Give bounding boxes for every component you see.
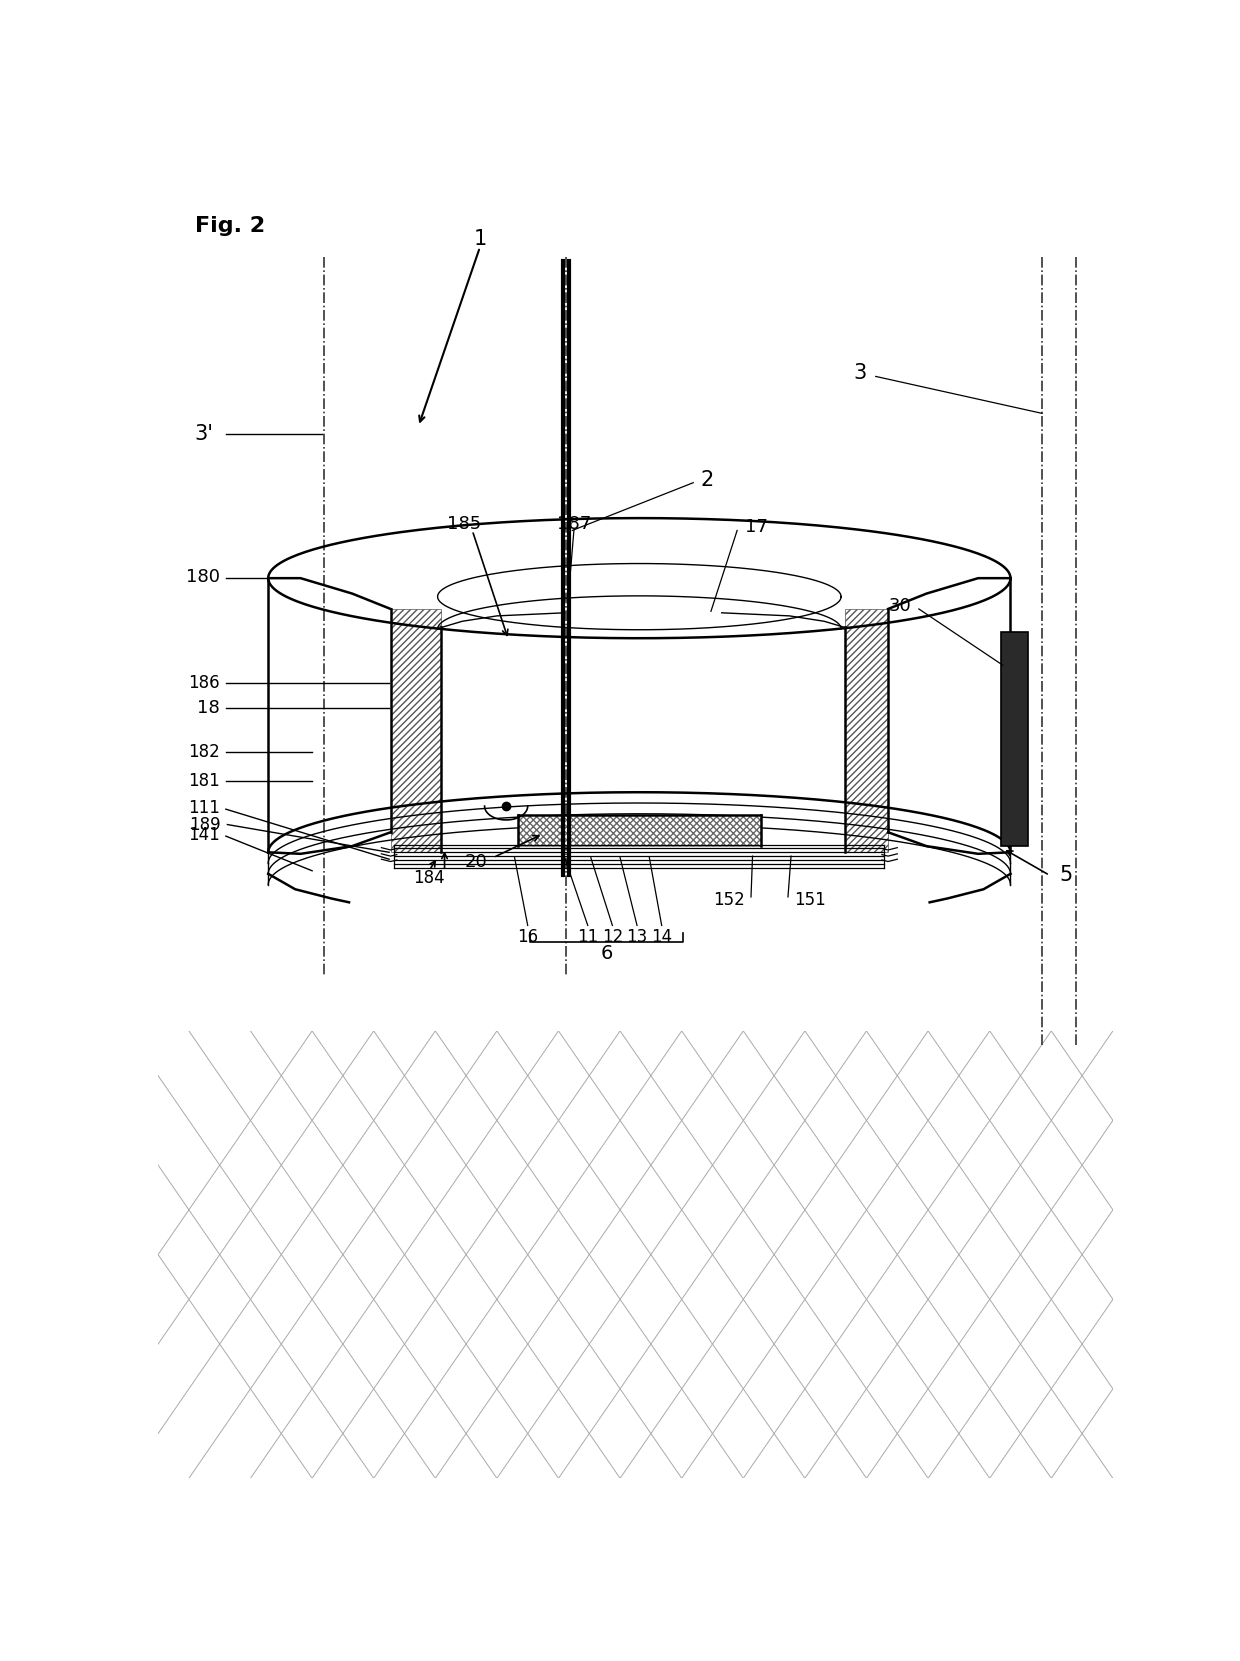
Text: 187: 187	[557, 515, 591, 533]
Text: 3': 3'	[195, 424, 213, 443]
Polygon shape	[391, 610, 441, 852]
Text: 18: 18	[197, 699, 219, 716]
Text: 184: 184	[413, 869, 445, 887]
Text: 13: 13	[626, 928, 647, 947]
Text: 181: 181	[188, 772, 219, 789]
Text: 6: 6	[600, 945, 613, 963]
Text: Fig. 2: Fig. 2	[195, 216, 265, 236]
Text: 141: 141	[188, 826, 219, 844]
Bar	[159, 1031, 1112, 1478]
Text: 12: 12	[601, 928, 622, 947]
Text: 17: 17	[745, 518, 768, 537]
Text: 186: 186	[188, 674, 219, 693]
Text: 5: 5	[1059, 865, 1073, 885]
Text: 30: 30	[888, 596, 911, 615]
Text: 152: 152	[713, 890, 745, 909]
Text: 2: 2	[701, 470, 714, 490]
Text: 182: 182	[188, 742, 219, 761]
Polygon shape	[517, 816, 761, 845]
Text: 16: 16	[517, 928, 538, 947]
Text: 14: 14	[651, 928, 672, 947]
Text: 189: 189	[190, 816, 221, 834]
Text: 111: 111	[187, 799, 219, 817]
Text: 11: 11	[577, 928, 599, 947]
Text: 20: 20	[465, 852, 487, 870]
Text: 3: 3	[853, 364, 867, 384]
Polygon shape	[844, 610, 888, 852]
Text: 185: 185	[448, 515, 481, 533]
Text: 151: 151	[794, 890, 826, 909]
Bar	[1001, 633, 1028, 845]
Text: 1: 1	[474, 229, 486, 249]
Text: 180: 180	[186, 568, 219, 586]
